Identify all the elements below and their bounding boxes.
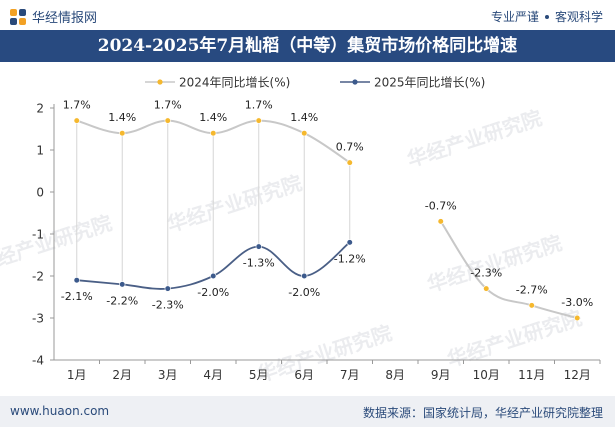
data-label-1: -1.2% (334, 252, 366, 265)
data-label-0: 1.7% (245, 99, 273, 112)
data-point-1 (119, 281, 126, 288)
y-tick-label: 2 (36, 102, 44, 116)
y-tick-label: 1 (36, 144, 44, 158)
watermark-text: 华经产业研究院 (254, 321, 395, 387)
brand-name: 华经情报网 (32, 11, 98, 26)
series-points (73, 117, 581, 322)
watermark-layer: 华经产业研究院华经产业研究院华经产业研究院华经产业研究院华经产业研究院华经产业研… (0, 106, 585, 387)
watermark-text: 华经产业研究院 (164, 171, 305, 237)
series-lines (76, 119, 578, 319)
data-point-1 (164, 285, 171, 292)
legend-label-1: 2025年同比增长(%) (374, 76, 485, 90)
drop-lines (76, 120, 351, 289)
data-point-0 (164, 117, 171, 124)
data-label-0: -2.3% (470, 267, 502, 280)
watermark-text: 华经产业研究院 (404, 106, 545, 172)
x-tick-label: 2月 (112, 368, 132, 382)
data-label-1: -2.0% (288, 286, 320, 299)
tagline-right: 客观科学 (554, 10, 603, 24)
y-tick-label: -1 (32, 228, 44, 242)
x-tick-label: 8月 (385, 368, 405, 382)
data-point-0 (210, 130, 217, 137)
data-label-0: 1.4% (199, 111, 227, 124)
top-bar: 华经情报网 专业严谨 客观科学 (0, 0, 615, 30)
data-label-1: -2.2% (106, 294, 138, 307)
legend-marker-0 (157, 79, 163, 85)
legend-marker-1 (352, 79, 358, 85)
data-label-0: -3.0% (561, 296, 593, 309)
data-label-1: -2.0% (197, 286, 229, 299)
data-label-0: 1.4% (108, 111, 136, 124)
data-labels: 1.7% 1.4% 1.7% 1.4% 1.7% 1.4% 0.7% -0.7% -2.3% -2… (61, 99, 593, 312)
x-tick-label: 1月 (67, 368, 87, 382)
footer-source: 数据来源：国家统计局，华经产业研究院整理 (362, 406, 603, 420)
watermark-text: 华经产业研究院 (0, 211, 115, 277)
data-point-0 (301, 130, 308, 137)
data-point-1 (73, 277, 80, 284)
line-chart: 华经产业研究院华经产业研究院华经产业研究院华经产业研究院华经产业研究院华经产业研… (0, 76, 601, 387)
x-tick-label: 6月 (294, 368, 314, 382)
y-tick-label: -4 (32, 354, 44, 368)
data-label-0: 1.4% (290, 111, 318, 124)
y-tick-label: -3 (32, 312, 44, 326)
brand[interactable]: 华经情报网 (10, 7, 97, 26)
separator-dot-icon (544, 14, 549, 19)
tagline: 专业严谨 客观科学 (491, 8, 603, 25)
data-point-0 (119, 130, 126, 137)
data-point-0 (528, 302, 535, 309)
data-point-1 (301, 272, 308, 280)
x-tick-label: 5月 (249, 368, 269, 382)
legend-label-0: 2024年同比增长(%) (179, 76, 290, 90)
x-tick-label: 10月 (473, 368, 500, 382)
data-label-0: 1.7% (63, 99, 91, 112)
data-point-0 (346, 159, 353, 166)
watermark-text: 华经产业研究院 (444, 306, 585, 372)
data-point-0 (255, 117, 262, 124)
data-label-0: 0.7% (336, 141, 364, 154)
data-label-1: -1.3% (243, 257, 275, 270)
data-label-0: 1.7% (154, 99, 182, 112)
x-tick-label: 9月 (431, 368, 451, 382)
data-label-1: -2.3% (152, 299, 184, 312)
x-tick-label: 7月 (340, 368, 360, 382)
y-tick-label: 0 (36, 186, 44, 200)
data-point-1 (255, 243, 262, 250)
x-tick-label: 3月 (158, 368, 178, 382)
y-tick-label: -2 (32, 270, 44, 284)
data-point-1 (346, 239, 353, 246)
data-point-0 (483, 285, 490, 292)
series-line-0 (439, 220, 578, 319)
data-label-0: -2.7% (516, 283, 548, 296)
data-label-1: -2.1% (61, 290, 93, 303)
footer-url[interactable]: www.huaon.com (10, 404, 110, 418)
x-tick-label: 4月 (203, 368, 223, 382)
chart-title: 2024-2025年7月籼稻（中等）集贸市场价格同比增速 (0, 30, 615, 62)
data-point-0 (73, 117, 80, 124)
huajing-logo-icon (10, 8, 26, 25)
tagline-left: 专业严谨 (490, 10, 539, 24)
x-tick-label: 12月 (564, 368, 591, 382)
data-point-0 (574, 314, 581, 322)
chart-legend: 2024年同比增长(%) 2025年同比增长(%) (145, 76, 485, 90)
x-tick-label: 11月 (518, 368, 545, 382)
chart-axes: -4 -3 -2 -1 0 1 2 1月 2月 3月 4月 5月 6月 7月 8月 9月 10月 11月 12月 (32, 102, 601, 382)
data-point-1 (210, 272, 217, 280)
data-point-0 (437, 218, 444, 225)
footer-bar: www.huaon.com 数据来源：国家统计局，华经产业研究院整理 (0, 396, 615, 427)
data-label-0: -0.7% (425, 199, 457, 212)
